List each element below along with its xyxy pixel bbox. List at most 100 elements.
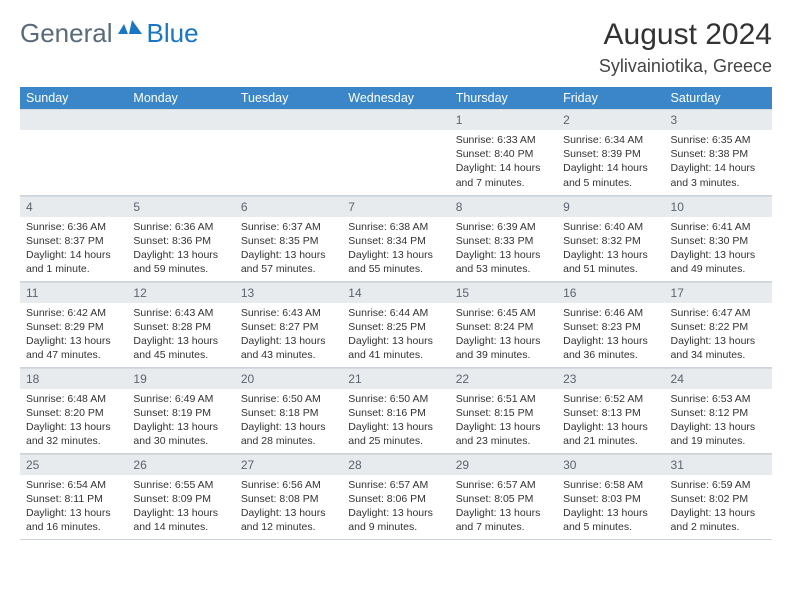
calendar-day-cell: 16Sunrise: 6:46 AMSunset: 8:23 PMDayligh… [557,281,664,367]
weekday-sat: Saturday [665,87,772,109]
day-dl2: and 1 minute. [26,262,121,276]
day-number-empty [127,109,234,130]
calendar-day-cell: 3Sunrise: 6:35 AMSunset: 8:38 PMDaylight… [665,109,772,195]
day-number: 29 [450,454,557,475]
day-number: 24 [665,368,772,389]
day-dl2: and 5 minutes. [563,176,658,190]
day-dl2: and 14 minutes. [133,520,228,534]
day-dl1: Daylight: 13 hours [133,506,228,520]
day-ss: Sunset: 8:06 PM [348,492,443,506]
day-sr: Sunrise: 6:48 AM [26,392,121,406]
calendar-week-row: 4Sunrise: 6:36 AMSunset: 8:37 PMDaylight… [20,195,772,281]
day-dl2: and 34 minutes. [671,348,766,362]
day-number: 30 [557,454,664,475]
calendar-day-cell: 10Sunrise: 6:41 AMSunset: 8:30 PMDayligh… [665,195,772,281]
day-dl2: and 57 minutes. [241,262,336,276]
day-sr: Sunrise: 6:43 AM [241,306,336,320]
calendar-day-cell: 28Sunrise: 6:57 AMSunset: 8:06 PMDayligh… [342,453,449,539]
calendar-day-cell: 13Sunrise: 6:43 AMSunset: 8:27 PMDayligh… [235,281,342,367]
calendar-day-cell [20,109,127,195]
day-sr: Sunrise: 6:49 AM [133,392,228,406]
day-sr: Sunrise: 6:55 AM [133,478,228,492]
day-number: 6 [235,196,342,217]
calendar-day-cell: 20Sunrise: 6:50 AMSunset: 8:18 PMDayligh… [235,367,342,453]
day-dl2: and 16 minutes. [26,520,121,534]
day-dl1: Daylight: 13 hours [671,334,766,348]
day-ss: Sunset: 8:25 PM [348,320,443,334]
calendar-day-cell: 8Sunrise: 6:39 AMSunset: 8:33 PMDaylight… [450,195,557,281]
day-sr: Sunrise: 6:44 AM [348,306,443,320]
day-dl2: and 21 minutes. [563,434,658,448]
day-sr: Sunrise: 6:52 AM [563,392,658,406]
day-ss: Sunset: 8:27 PM [241,320,336,334]
title-block: August 2024 Sylivainiotika, Greece [599,18,772,77]
day-sr: Sunrise: 6:35 AM [671,133,766,147]
day-dl1: Daylight: 13 hours [671,506,766,520]
day-details: Sunrise: 6:51 AMSunset: 8:15 PMDaylight:… [450,389,557,453]
day-details: Sunrise: 6:57 AMSunset: 8:06 PMDaylight:… [342,475,449,539]
day-ss: Sunset: 8:40 PM [456,147,551,161]
day-details: Sunrise: 6:50 AMSunset: 8:16 PMDaylight:… [342,389,449,453]
calendar-day-cell: 21Sunrise: 6:50 AMSunset: 8:16 PMDayligh… [342,367,449,453]
calendar-day-cell: 17Sunrise: 6:47 AMSunset: 8:22 PMDayligh… [665,281,772,367]
day-sr: Sunrise: 6:58 AM [563,478,658,492]
calendar-day-cell: 27Sunrise: 6:56 AMSunset: 8:08 PMDayligh… [235,453,342,539]
day-details: Sunrise: 6:47 AMSunset: 8:22 PMDaylight:… [665,303,772,367]
calendar-day-cell: 25Sunrise: 6:54 AMSunset: 8:11 PMDayligh… [20,453,127,539]
day-details: Sunrise: 6:38 AMSunset: 8:34 PMDaylight:… [342,217,449,281]
day-number-empty [235,109,342,130]
calendar-day-cell [235,109,342,195]
day-ss: Sunset: 8:09 PM [133,492,228,506]
day-dl2: and 39 minutes. [456,348,551,362]
day-dl2: and 47 minutes. [26,348,121,362]
day-number: 28 [342,454,449,475]
calendar-day-cell: 9Sunrise: 6:40 AMSunset: 8:32 PMDaylight… [557,195,664,281]
calendar-week-row: 25Sunrise: 6:54 AMSunset: 8:11 PMDayligh… [20,453,772,539]
calendar-day-cell: 7Sunrise: 6:38 AMSunset: 8:34 PMDaylight… [342,195,449,281]
day-dl2: and 7 minutes. [456,176,551,190]
day-details: Sunrise: 6:45 AMSunset: 8:24 PMDaylight:… [450,303,557,367]
day-dl2: and 30 minutes. [133,434,228,448]
day-dl1: Daylight: 13 hours [563,506,658,520]
day-details: Sunrise: 6:59 AMSunset: 8:02 PMDaylight:… [665,475,772,539]
day-sr: Sunrise: 6:47 AM [671,306,766,320]
day-dl2: and 45 minutes. [133,348,228,362]
day-number: 9 [557,196,664,217]
day-dl1: Daylight: 13 hours [26,420,121,434]
day-details: Sunrise: 6:33 AMSunset: 8:40 PMDaylight:… [450,130,557,194]
weekday-tue: Tuesday [235,87,342,109]
day-details: Sunrise: 6:48 AMSunset: 8:20 PMDaylight:… [20,389,127,453]
weekday-fri: Friday [557,87,664,109]
day-dl2: and 28 minutes. [241,434,336,448]
day-ss: Sunset: 8:13 PM [563,406,658,420]
calendar-week-row: 1Sunrise: 6:33 AMSunset: 8:40 PMDaylight… [20,109,772,195]
day-dl1: Daylight: 14 hours [671,161,766,175]
day-dl2: and 2 minutes. [671,520,766,534]
day-dl2: and 3 minutes. [671,176,766,190]
calendar-day-cell: 22Sunrise: 6:51 AMSunset: 8:15 PMDayligh… [450,367,557,453]
day-sr: Sunrise: 6:34 AM [563,133,658,147]
day-sr: Sunrise: 6:36 AM [133,220,228,234]
logo-text-general: General [20,18,113,49]
day-dl1: Daylight: 14 hours [456,161,551,175]
day-dl1: Daylight: 13 hours [456,506,551,520]
day-dl2: and 41 minutes. [348,348,443,362]
day-number: 14 [342,282,449,303]
calendar-day-cell: 14Sunrise: 6:44 AMSunset: 8:25 PMDayligh… [342,281,449,367]
calendar-day-cell: 11Sunrise: 6:42 AMSunset: 8:29 PMDayligh… [20,281,127,367]
day-sr: Sunrise: 6:33 AM [456,133,551,147]
calendar-table: Sunday Monday Tuesday Wednesday Thursday… [20,87,772,540]
day-number: 3 [665,109,772,130]
day-sr: Sunrise: 6:46 AM [563,306,658,320]
day-dl1: Daylight: 13 hours [241,334,336,348]
day-dl2: and 59 minutes. [133,262,228,276]
calendar-day-cell: 31Sunrise: 6:59 AMSunset: 8:02 PMDayligh… [665,453,772,539]
day-number-empty [342,109,449,130]
day-dl1: Daylight: 13 hours [456,420,551,434]
day-ss: Sunset: 8:05 PM [456,492,551,506]
day-number: 7 [342,196,449,217]
day-ss: Sunset: 8:37 PM [26,234,121,248]
day-ss: Sunset: 8:23 PM [563,320,658,334]
day-dl2: and 55 minutes. [348,262,443,276]
day-sr: Sunrise: 6:45 AM [456,306,551,320]
